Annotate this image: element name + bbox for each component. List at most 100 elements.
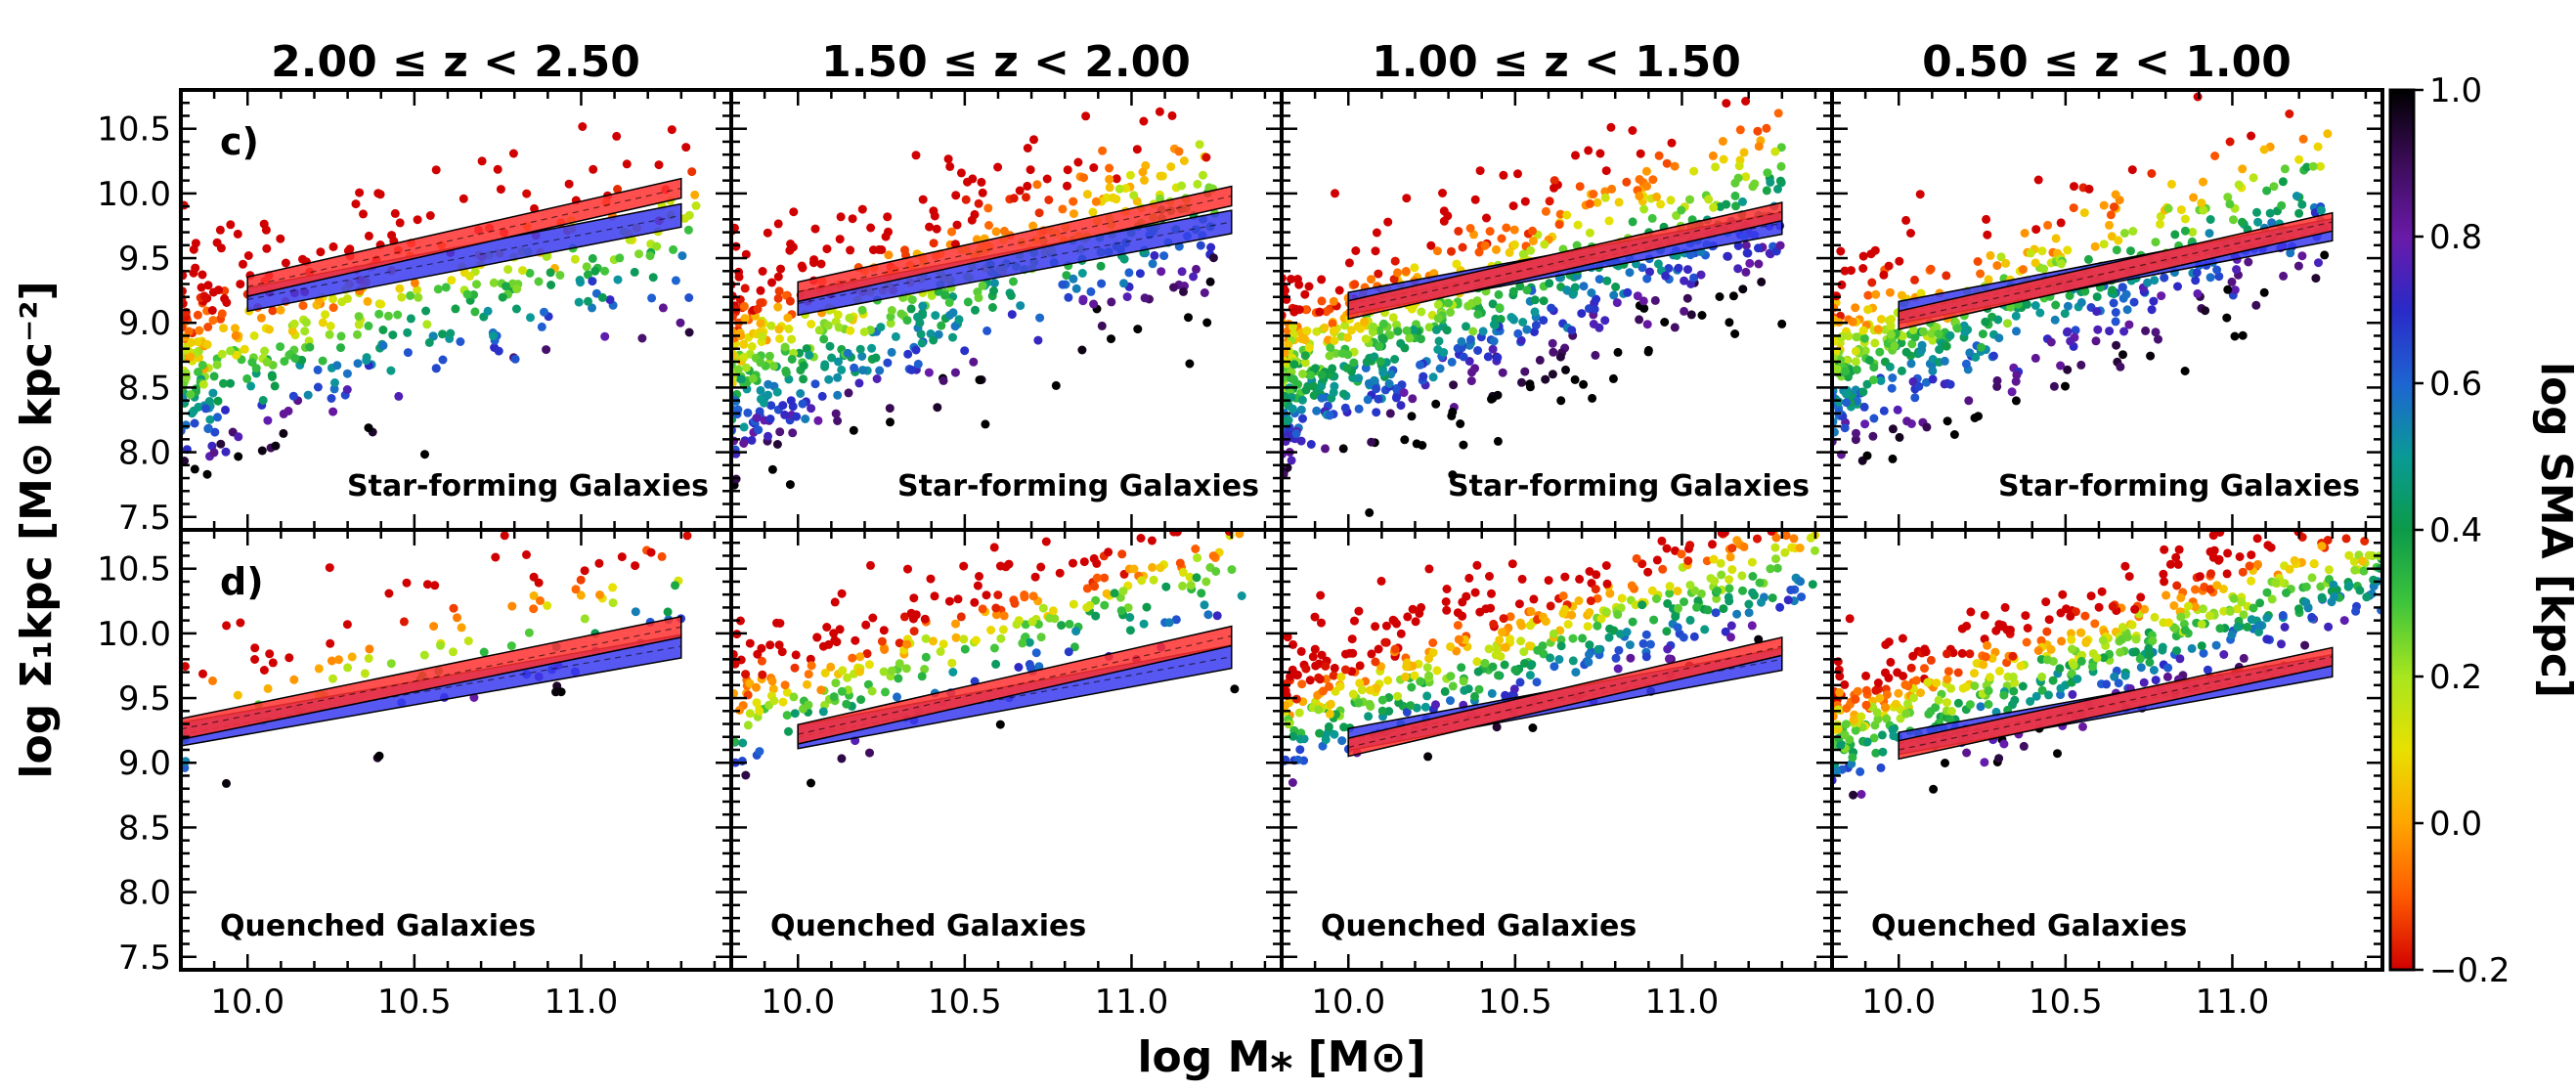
data-point (257, 446, 267, 456)
data-point (526, 313, 535, 323)
data-point (493, 164, 502, 174)
data-point (1206, 242, 1216, 252)
data-point (1498, 628, 1506, 637)
data-point (2249, 173, 2258, 183)
data-point (491, 552, 501, 562)
data-point (1489, 619, 1499, 629)
data-point (745, 678, 755, 688)
data-point (1069, 274, 1078, 284)
data-point (191, 263, 200, 273)
data-point (1638, 638, 1648, 648)
data-point (986, 626, 996, 634)
data-point (843, 348, 852, 358)
data-point (469, 290, 479, 299)
data-point (1325, 351, 1334, 361)
data-point (1666, 196, 1676, 205)
data-point (877, 636, 887, 646)
data-point (789, 692, 799, 702)
data-point (1077, 345, 1087, 355)
data-point (835, 235, 845, 244)
data-point (2158, 645, 2167, 655)
data-point (262, 243, 272, 253)
data-point (1871, 748, 1881, 758)
data-point (1356, 324, 1365, 333)
data-point (456, 337, 465, 346)
data-point (813, 415, 823, 425)
data-point (1773, 184, 1782, 194)
data-point (1533, 645, 1543, 655)
data-point (1600, 187, 1610, 197)
data-point (1506, 313, 1516, 322)
data-point (2156, 219, 2164, 229)
data-point (1515, 677, 1525, 687)
data-point (2099, 653, 2109, 663)
data-point (947, 658, 957, 668)
data-point (313, 365, 323, 374)
data-point (1205, 277, 1215, 286)
data-point (328, 241, 338, 251)
data-point (1402, 194, 1412, 203)
data-point (1505, 247, 1514, 257)
data-point (298, 301, 308, 311)
data-point (808, 258, 818, 268)
data-point (1754, 259, 1764, 269)
data-point (833, 416, 843, 425)
panel-label-quenched-4: Quenched Galaxies (1871, 909, 2187, 943)
data-point (2051, 234, 2061, 243)
data-point (893, 692, 901, 702)
data-point (2136, 592, 2146, 602)
data-point (1009, 277, 1018, 286)
data-point (193, 337, 202, 347)
data-point (1595, 149, 1605, 158)
data-point (522, 189, 532, 198)
data-point (2000, 602, 2010, 612)
data-point (918, 301, 928, 311)
data-point (1775, 602, 1785, 612)
data-point (1593, 621, 1602, 631)
data-point (1372, 384, 1381, 394)
data-point (947, 227, 956, 237)
data-point (2056, 683, 2066, 693)
data-point (1363, 395, 1373, 405)
data-point (1977, 342, 1986, 352)
data-point (388, 330, 398, 340)
data-point (1911, 676, 1921, 685)
data-point (328, 674, 337, 683)
data-point (1897, 366, 1906, 375)
data-point (374, 309, 384, 319)
data-point (217, 349, 227, 359)
data-point (1763, 168, 1772, 178)
data-point (1869, 733, 1879, 743)
data-point (2144, 643, 2154, 653)
data-point (1383, 676, 1393, 685)
data-point (1757, 277, 1767, 286)
data-point (1070, 642, 1079, 652)
data-point (2009, 686, 2019, 696)
data-point (956, 612, 966, 622)
data-point (756, 394, 765, 404)
data-point (1647, 586, 1657, 595)
data-point (2140, 604, 2150, 614)
data-point (2127, 165, 2137, 175)
data-point (1662, 627, 1672, 636)
data-point (1309, 381, 1319, 391)
data-point (1375, 357, 1385, 367)
data-point (1048, 606, 1058, 616)
data-point (1609, 290, 1619, 300)
data-point (1329, 387, 1338, 397)
data-point (2071, 326, 2080, 335)
data-point (1840, 730, 1850, 740)
data-point (1517, 377, 1526, 387)
data-point (2037, 672, 2047, 681)
data-point (2116, 647, 2125, 657)
data-point (940, 290, 950, 300)
data-point (2097, 587, 2107, 596)
data-point (1550, 662, 1559, 672)
data-point (1733, 264, 1743, 274)
data-point (231, 330, 240, 340)
data-point (2119, 327, 2129, 336)
data-point (1023, 144, 1032, 153)
data-point (342, 294, 352, 304)
data-point (2362, 592, 2372, 602)
data-point (630, 267, 639, 277)
